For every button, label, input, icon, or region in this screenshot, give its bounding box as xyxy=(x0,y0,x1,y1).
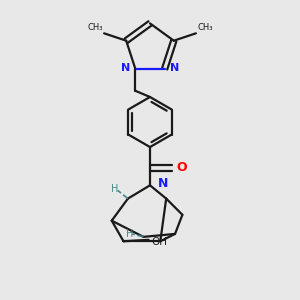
Text: O: O xyxy=(176,161,187,174)
Text: N: N xyxy=(169,63,179,73)
Text: H: H xyxy=(126,229,133,239)
Text: OH: OH xyxy=(151,237,167,247)
Text: CH₃: CH₃ xyxy=(197,23,213,32)
Text: CH₃: CH₃ xyxy=(87,23,103,32)
Text: N: N xyxy=(158,177,168,190)
Text: H: H xyxy=(111,184,118,194)
Text: N: N xyxy=(121,63,130,73)
